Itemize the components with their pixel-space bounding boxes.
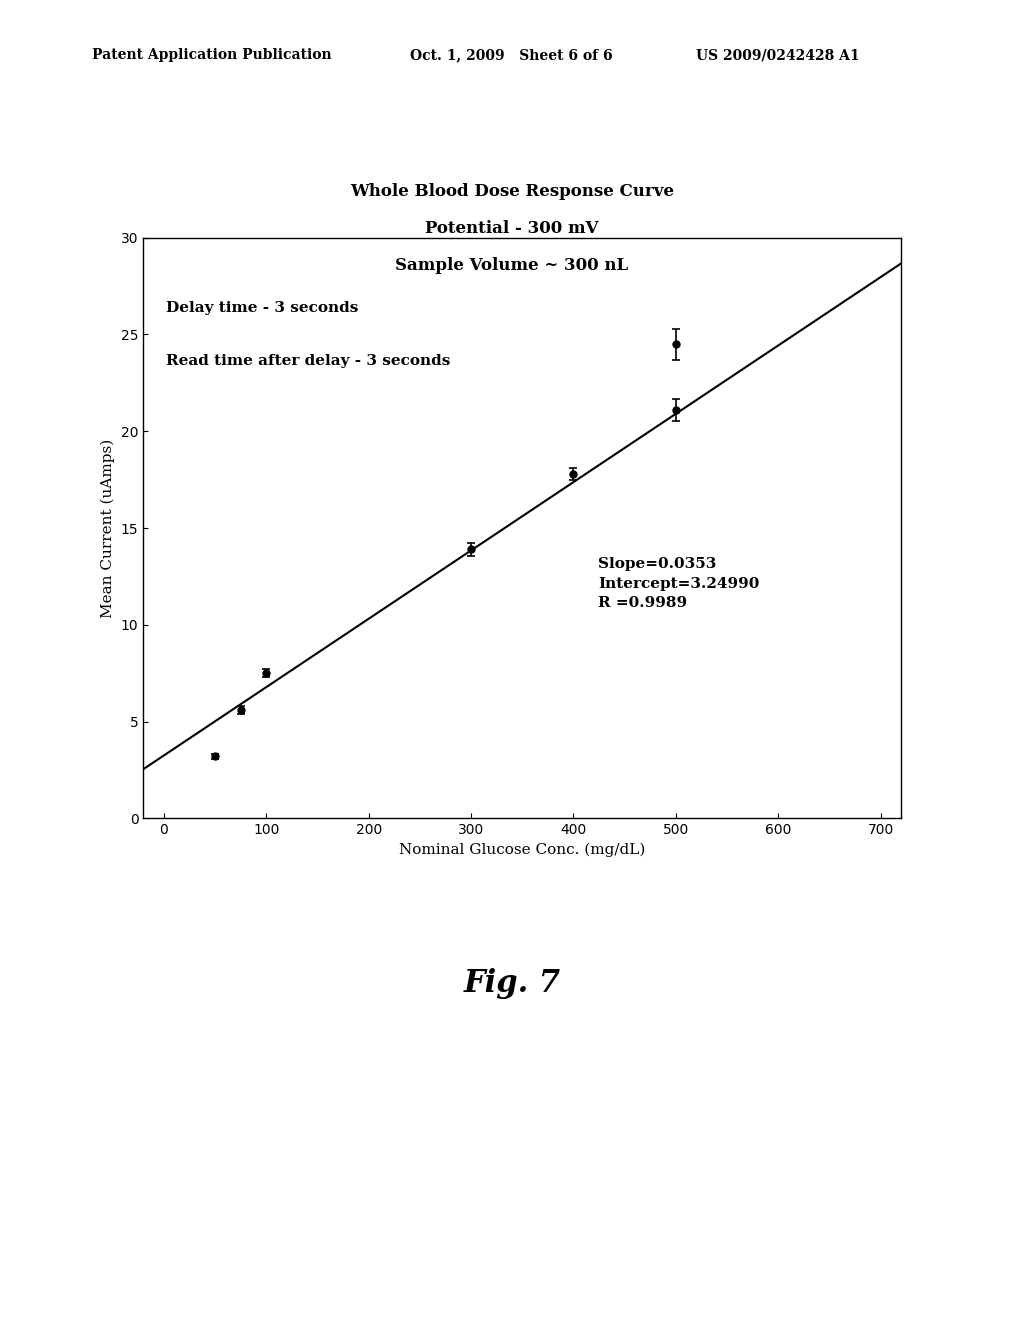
Text: Patent Application Publication: Patent Application Publication: [92, 49, 332, 62]
Text: Read time after delay - 3 seconds: Read time after delay - 3 seconds: [166, 354, 451, 368]
Y-axis label: Mean Current (uAmps): Mean Current (uAmps): [101, 438, 116, 618]
Text: Delay time - 3 seconds: Delay time - 3 seconds: [166, 301, 358, 315]
Text: Fig. 7: Fig. 7: [464, 968, 560, 999]
Text: US 2009/0242428 A1: US 2009/0242428 A1: [696, 49, 860, 62]
Text: Potential - 300 mV: Potential - 300 mV: [425, 220, 599, 236]
Text: Whole Blood Dose Response Curve: Whole Blood Dose Response Curve: [350, 183, 674, 199]
Text: Slope=0.0353
Intercept=3.24990
R =0.9989: Slope=0.0353 Intercept=3.24990 R =0.9989: [598, 557, 760, 610]
X-axis label: Nominal Glucose Conc. (mg/dL): Nominal Glucose Conc. (mg/dL): [399, 842, 645, 857]
Text: Sample Volume ~ 300 nL: Sample Volume ~ 300 nL: [395, 257, 629, 273]
Text: Oct. 1, 2009   Sheet 6 of 6: Oct. 1, 2009 Sheet 6 of 6: [410, 49, 612, 62]
